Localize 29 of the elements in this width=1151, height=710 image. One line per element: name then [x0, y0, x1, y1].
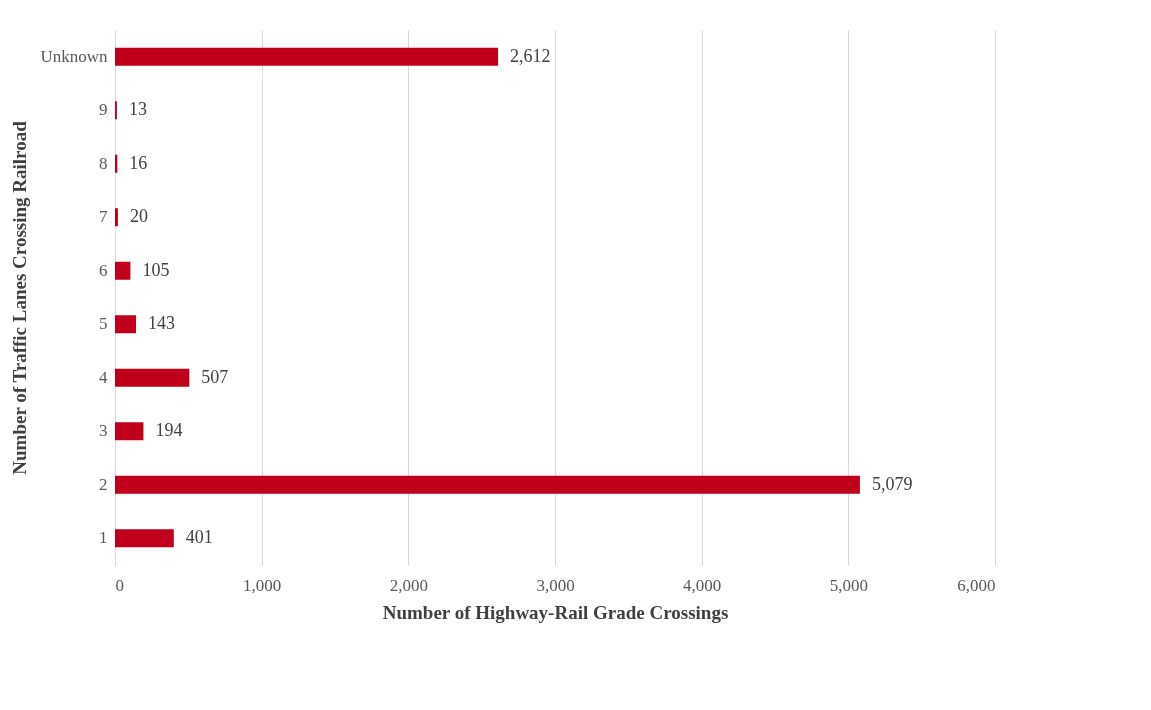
data-label: 194	[155, 420, 183, 441]
x-tick-label: 4,000	[683, 575, 722, 595]
x-tick-label: 6,000	[957, 575, 996, 595]
y-tick-label: 6	[99, 260, 108, 280]
data-label: 507	[201, 366, 229, 387]
y-tick-label: 3	[99, 421, 108, 441]
x-tick-label: 2,000	[389, 575, 428, 595]
y-tick-label: 9	[99, 100, 108, 120]
x-axis-title: Number of Highway-Rail Grade Crossings	[382, 601, 729, 623]
data-label: 16	[129, 152, 148, 173]
y-tick-label: 8	[99, 153, 108, 173]
data-label: 13	[128, 99, 147, 120]
y-axis-title: Number of Traffic Lanes Crossing Railroad	[9, 120, 31, 475]
data-label: 2,612	[510, 45, 551, 66]
y-tick-label: 5	[99, 314, 108, 334]
y-tick-label: 7	[99, 207, 108, 227]
y-tick-label: 1	[99, 528, 108, 548]
data-label: 5,079	[871, 473, 913, 494]
y-tick-label: 4	[99, 367, 108, 387]
data-label: 20	[129, 206, 148, 227]
x-tick-label: 1,000	[243, 575, 282, 595]
y-tick-label: 2	[99, 474, 108, 494]
x-tick-label: 5,000	[829, 575, 868, 595]
y-tick-label: Unknown	[40, 46, 108, 66]
data-label: 105	[142, 259, 170, 280]
x-tick-label: 0	[115, 575, 124, 595]
x-tick-label: 3,000	[536, 575, 575, 595]
data-label: 401	[185, 527, 213, 548]
data-label: 143	[147, 313, 175, 334]
